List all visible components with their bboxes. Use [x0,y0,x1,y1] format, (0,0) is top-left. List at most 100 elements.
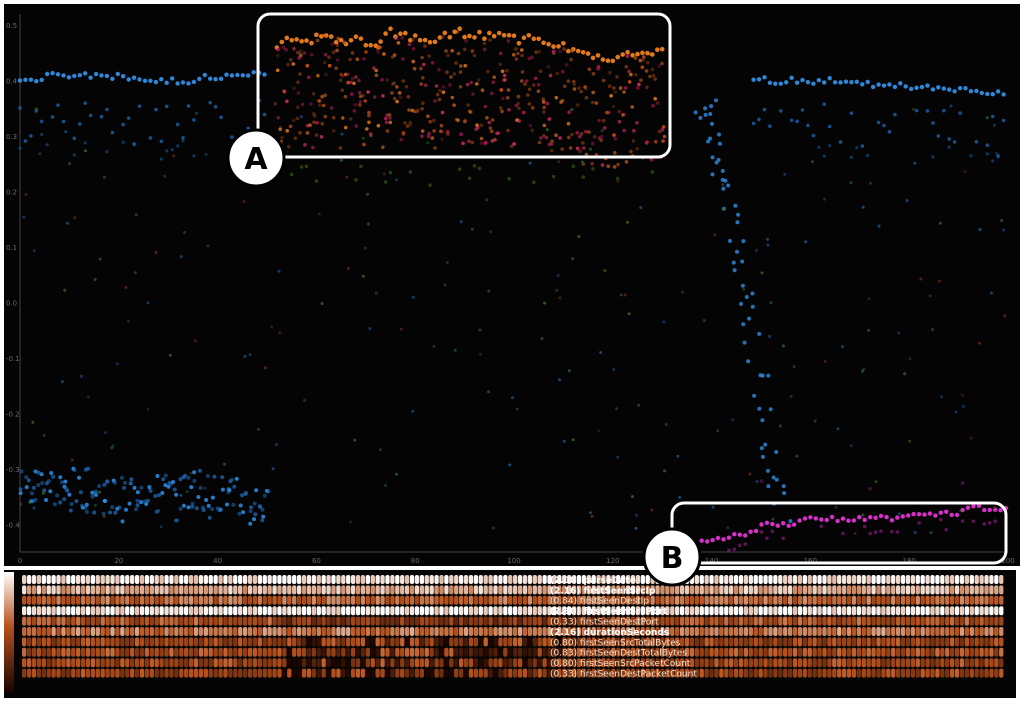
heatmap-cell [355,627,361,636]
heatmap-cell [238,647,243,657]
heatmap-cell [90,658,96,668]
heatmap-cell [876,575,881,584]
heatmap-cell [85,658,91,668]
heatmap-cell [719,606,724,616]
heatmap-cell [316,575,321,584]
scatter-point [97,484,102,488]
heatmap-cell [306,595,312,605]
scatter-point [252,517,256,522]
heatmap-cell [503,595,508,605]
scatter-point [527,102,532,106]
heatmap-cell [238,658,243,668]
scatter-point [367,111,371,115]
heatmap-cell [949,637,955,647]
scatter-point [18,106,22,110]
scatter-point [314,133,319,137]
heatmap-cell [812,595,817,605]
heatmap-cell [763,606,768,616]
heatmap-cell [994,575,999,584]
scatter-point [530,106,535,110]
scatter-point [193,339,197,343]
heatmap-cell [169,647,174,657]
scatter-point [632,128,636,133]
heatmap-cell [650,585,655,595]
heatmap-cell [743,595,749,605]
heatmap-cell [375,658,380,668]
heatmap-cell [640,616,645,626]
scatter-point [395,472,399,476]
heatmap-cell [110,668,115,678]
scatter-point [227,488,232,493]
heatmap-cell [557,627,562,636]
scatter-point [181,136,185,140]
scatter-point [446,53,450,58]
heatmap-cell [984,668,989,678]
heatmap-cell [233,616,238,626]
scatter-point [135,498,140,503]
heatmap-cell [262,575,267,584]
heatmap-cell [773,658,778,668]
heatmap-cell [174,637,179,647]
heatmap-cell [773,585,778,595]
scatter-point [83,505,88,510]
heatmap-cell [174,606,179,616]
scatter-point [103,499,108,503]
heatmap-cell [694,647,699,657]
scatter-point [751,77,756,82]
scatter-point [342,40,346,45]
scatter-point [524,79,529,83]
heatmap-cell [586,606,591,616]
heatmap-cell [655,616,660,626]
heatmap-cell [404,637,410,647]
heatmap-cell [945,595,950,605]
heatmap-cell [51,647,56,657]
heatmap-cell [488,575,493,584]
heatmap-cell [267,606,272,616]
scatter-point [432,344,436,348]
heatmap-cell [861,606,866,616]
scatter-point [422,37,428,43]
heatmap-cell [856,668,862,678]
scatter-point [653,77,657,81]
scatter-point [615,54,620,60]
heatmap-cell [26,647,32,657]
heatmap-cell [999,647,1004,657]
heatmap-cell [787,668,793,678]
heatmap-cell [817,606,822,616]
heatmap-cell [31,616,37,626]
heatmap-cell [365,647,371,657]
heatmap-cell [773,637,778,647]
scatter-point [710,121,714,126]
heatmap-cell [134,668,140,678]
heatmap-cell [76,585,81,595]
heatmap-cell [331,585,336,595]
heatmap-cell [458,668,464,678]
heatmap-cell [940,637,945,647]
scatter-point [565,63,569,67]
heatmap-cell [238,616,243,626]
heatmap-cell [228,595,233,605]
heatmap-cell [748,647,753,657]
scatter-point [408,170,413,174]
heatmap-cell [395,647,400,657]
scatter-point [655,47,660,52]
heatmap-cell [905,647,911,657]
heatmap-cell [370,647,375,657]
heatmap-cell [571,616,577,626]
heatmap-cell [444,606,449,616]
heatmap-cell [856,575,862,584]
scatter-point [599,351,603,354]
scatter-point [993,519,997,523]
heatmap-cell [154,637,159,647]
heatmap-cell [601,595,606,605]
heatmap-cell [85,637,91,647]
heatmap-cell [203,627,208,636]
heatmap-cell [797,637,803,647]
scatter-point [600,163,605,167]
scatter-point [18,146,22,150]
heatmap-cell [22,627,27,636]
heatmap-cell [125,647,130,657]
heatmap-cell [100,585,105,595]
heatmap-cell [576,627,582,636]
scatter-point [31,485,36,490]
